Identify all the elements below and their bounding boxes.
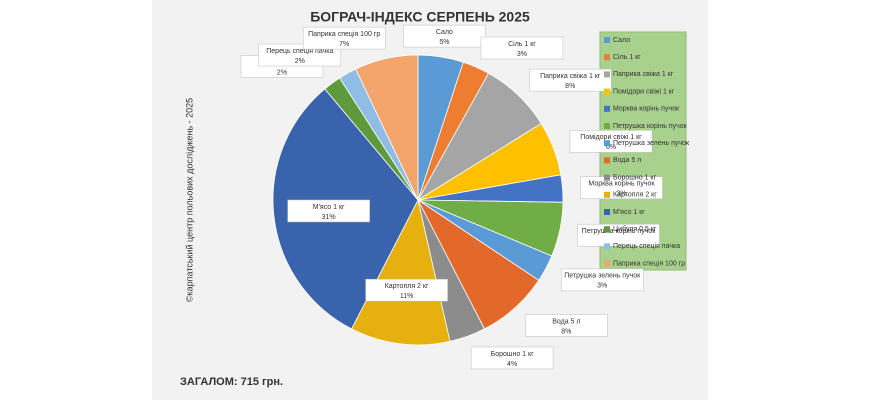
label-box [302, 26, 386, 50]
label-box [258, 43, 342, 67]
pie-slice [351, 198, 451, 346]
legend-label: Помідори свіжі 1 кг [613, 87, 675, 95]
label-box [287, 199, 370, 223]
data-label: 7% [339, 41, 349, 48]
data-label: 8% [565, 83, 575, 90]
data-label: 3% [616, 191, 626, 198]
legend-swatch [604, 105, 610, 112]
legend-label: Морква корінь пучок [613, 105, 680, 113]
legend-swatch [604, 174, 610, 181]
side-note: ©карпатський центр польових досліджень -… [184, 98, 194, 302]
data-label: 3% [517, 51, 527, 58]
label-box [365, 278, 448, 302]
data-label-name: Петрушка зелень пучок [564, 273, 641, 280]
data-label: 2% [277, 69, 287, 76]
legend-label: М'ясо 1 кг [613, 209, 645, 216]
total: ЗАГАЛОМ: 715 грн. [180, 376, 283, 388]
data-label: 5% [439, 39, 449, 46]
data-label: 3% [597, 283, 607, 290]
legend-swatch [604, 37, 610, 43]
legend-swatch [604, 88, 610, 95]
data-label: 6% [606, 144, 616, 151]
label-box [560, 268, 644, 292]
label-box [470, 346, 554, 370]
legend-label: Цибуля 0,5 кг [613, 225, 657, 233]
data-label-name: Паприка спеція 100 гр [308, 30, 380, 38]
data-label-name: Морква корінь пучок [588, 180, 655, 188]
legend-swatch [604, 71, 610, 78]
label-box [528, 68, 612, 92]
legend-label: Перець спеція пачка [613, 242, 680, 250]
legend-swatch [604, 157, 610, 164]
data-label-name: Картопля 2 кг [385, 283, 429, 290]
legend-swatch [604, 191, 610, 198]
label-box [580, 176, 663, 200]
chart-title: БОГРАЧ-ІНДЕКС СЕРПЕНЬ 2025 [310, 9, 530, 25]
data-label-name: Помідори свіжі 1 кг [580, 133, 642, 141]
legend-label: Вода 5 л [613, 157, 641, 164]
data-label-name: Борошно 1 кг [491, 351, 534, 358]
legend-swatch [604, 260, 610, 267]
legend-label: Паприка свіжа 1 кг [613, 70, 674, 78]
label-box [480, 36, 564, 60]
data-label-name: Сіль 1 кг [508, 40, 536, 48]
data-label: 2% [295, 58, 305, 65]
legend-swatch [604, 140, 610, 147]
data-label-name: М'ясо 1 кг [313, 204, 345, 211]
data-label-name: Перець спеція пачка [266, 47, 333, 55]
data-label: 8% [561, 328, 571, 335]
label-box [403, 24, 486, 48]
legend-label: Борошно 1 кг [613, 174, 656, 181]
legend-label: Петрушка корінь пучок [613, 122, 688, 130]
legend-swatch [604, 243, 610, 250]
data-label: 31% [322, 214, 336, 221]
data-label-name: Паприка свіжа 1 кг [540, 72, 601, 80]
label-box [577, 223, 660, 247]
data-label-name: Вода 5 л [552, 318, 580, 325]
data-label-name: Петрушка корінь пучок [582, 227, 657, 235]
data-label-name: Сало [436, 29, 453, 36]
legend-label: Сіль 1 кг [613, 53, 641, 61]
data-label: 11% [400, 293, 414, 300]
legend-swatch [604, 209, 610, 215]
legend-label: Паприка спеція 100 гр [613, 259, 685, 267]
legend-label: Петрушка зелень пучок [613, 140, 690, 147]
data-label: 4% [507, 361, 517, 368]
legend-swatch [604, 123, 610, 129]
legend-swatch [604, 226, 610, 233]
label-box [525, 314, 608, 337]
legend-label: Сало [613, 37, 630, 44]
legend-label: Картопля 2 кг [613, 192, 657, 199]
pie-slice [355, 54, 419, 201]
label-box [569, 130, 653, 153]
legend-swatch [604, 54, 610, 61]
